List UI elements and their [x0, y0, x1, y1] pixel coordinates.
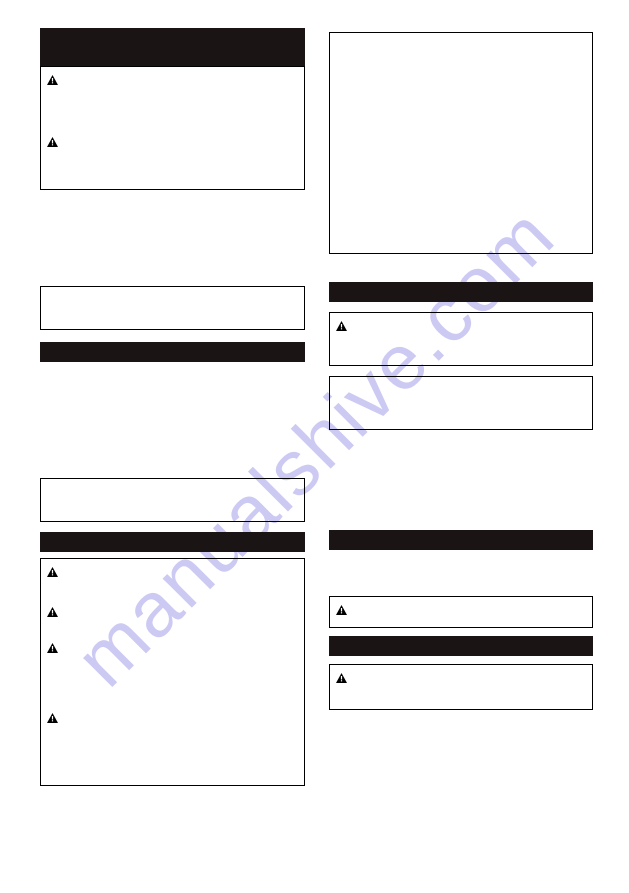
spacer: [329, 366, 594, 376]
spacer: [329, 550, 594, 596]
warning-box: [329, 596, 594, 628]
section-header-bar: [329, 530, 594, 550]
warning-icon: [47, 713, 58, 723]
section-header-bar: [329, 282, 594, 302]
spacer: [40, 522, 305, 532]
note-box: [40, 286, 305, 330]
spacer: [40, 330, 305, 342]
warning-icon: [47, 137, 58, 147]
warning-box: [40, 558, 305, 786]
warning-box: [329, 664, 594, 710]
section-header-bar: [40, 28, 305, 66]
right-column: [329, 28, 594, 786]
content-box: [329, 32, 594, 254]
spacer: [329, 628, 594, 636]
warning-icon: [336, 605, 347, 615]
warning-icon: [47, 567, 58, 577]
left-column: [40, 28, 305, 786]
note-box: [40, 478, 305, 522]
spacer: [40, 190, 305, 286]
warning-icon: [47, 607, 58, 617]
spacer: [329, 656, 594, 664]
warning-box: [329, 312, 594, 366]
note-box: [329, 376, 594, 430]
spacer: [40, 362, 305, 478]
warning-box: [40, 66, 305, 190]
warning-icon: [336, 321, 347, 331]
section-header-bar: [40, 532, 305, 552]
spacer: [329, 302, 594, 312]
warning-icon: [47, 75, 58, 85]
spacer: [329, 254, 594, 282]
spacer: [329, 430, 594, 530]
section-header-bar: [329, 636, 594, 656]
page-container: [0, 0, 629, 816]
section-header-bar: [40, 342, 305, 362]
warning-icon: [336, 673, 347, 683]
warning-icon: [47, 643, 58, 653]
